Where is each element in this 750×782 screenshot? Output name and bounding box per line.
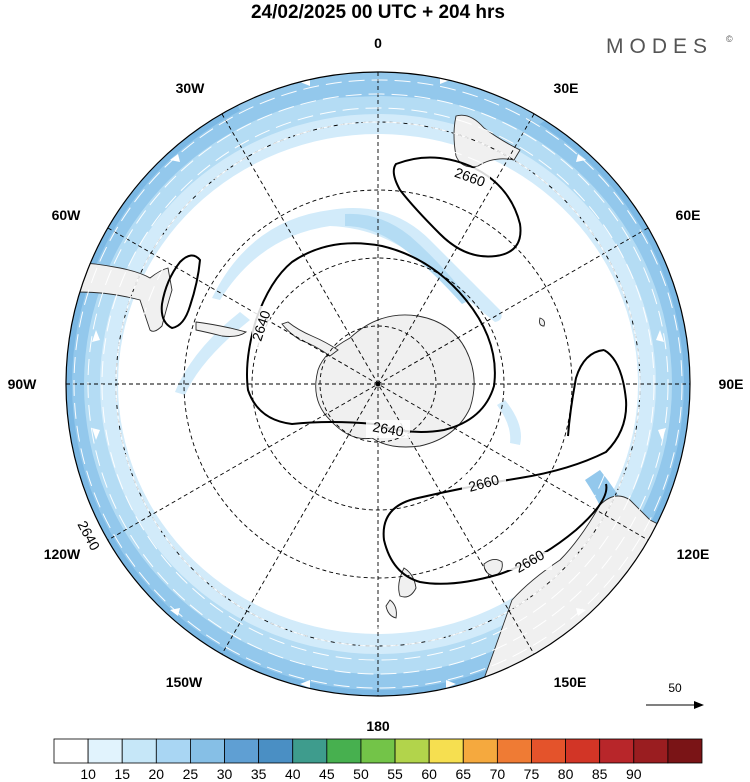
colorbar-tick-label: 15 [114,766,130,782]
colorbar-tick-label: 55 [387,766,403,782]
lon-label-150e: 150E [554,674,587,690]
map-border [65,71,691,697]
kerguelen [539,317,545,327]
contour-2660-atlantic [392,156,522,258]
colorbar-swatch [599,738,635,764]
new-zealand-south [398,567,417,598]
colorbar-tick-label: 10 [80,766,96,782]
lon-label-120w: 120W [44,546,81,562]
lon-label-150w: 150W [166,674,203,690]
lon-label-120e: 120E [677,546,710,562]
south-america [66,261,173,332]
wind-vectors [73,79,683,689]
colorbar-tick-label: 40 [285,766,301,782]
lon-label-60w: 60W [52,207,82,223]
colorbar-tick-label: 45 [319,766,335,782]
lon-label-0: 0 [374,35,382,51]
contour-2660-pacific-return [567,349,605,437]
contour-label-2640-b: 2640 [371,418,405,439]
contour-2640-antarctic [246,242,496,433]
colorbar-swatch [258,738,294,764]
brand-logo: MODES © [606,34,733,58]
contour-2640-samerica [160,254,202,330]
longitude-labels: 0 30E 60E 90E 120E 150E 180 150W 120W 90… [8,35,744,734]
wind-arrowheads [92,76,666,688]
map-title: 24/02/2025 00 UTC + 204 hrs [251,2,505,23]
colorbar-tick-label: 50 [353,766,369,782]
colorbar-swatch [496,738,532,764]
colorbar-swatch [360,738,396,764]
lon-label-30w: 30W [176,80,206,96]
contour-label-2660-b: 2660 [467,471,501,495]
colorbar-tick-label: 85 [592,766,608,782]
colorbar-swatch [667,738,703,764]
reference-vector: 50 [646,681,704,709]
colorbar-tick-label: 75 [524,766,540,782]
colorbar-swatch [53,738,89,764]
colorbar-swatch [224,738,260,764]
south-pole-marker [375,381,381,387]
brand-text: MODES [606,35,713,58]
brand-mark: © [726,34,733,44]
colorbar-swatch [531,738,566,764]
colorbar-swatch [326,738,362,764]
antarctic-peninsula [281,321,339,357]
colorbar-tick-label: 80 [558,766,574,782]
colorbar-swatch [428,738,464,764]
new-zealand-north [385,599,397,619]
lon-label-90w: 90W [8,376,38,392]
lon-label-90e: 90E [719,376,744,392]
lon-label-60e: 60E [676,207,701,223]
colorbar-tick-label: 30 [217,766,233,782]
colorbar-tick-label: 20 [149,766,165,782]
colorbar-tick-label: 25 [183,766,199,782]
colorbar-swatch [394,738,430,764]
colorbar-swatch [565,738,601,764]
lon-label-180: 180 [366,718,390,734]
colorbar-swatch [292,738,328,764]
colorbar-tick-label: 90 [626,766,642,782]
colorbar-tick-label: 65 [455,766,471,782]
colorbar-tick-label: 60 [421,766,437,782]
colorbar-tick-label: 70 [490,766,506,782]
reference-vector-label: 50 [668,681,682,695]
colorbar-tick-label: 35 [251,766,267,782]
colorbar-swatch [87,738,123,764]
colorbar: 10 15 20 25 30 35 40 45 50 55 60 65 70 75 80 85 90 [53,738,703,782]
colorbar-swatch [190,738,225,764]
colorbar-swatch [121,738,157,764]
lon-label-30e: 30E [554,80,579,96]
colorbar-swatch [462,738,498,764]
tierra-del-fuego [195,321,248,337]
colorbar-swatch [155,738,191,764]
antarctica [315,314,475,448]
colorbar-swatch [633,738,669,764]
